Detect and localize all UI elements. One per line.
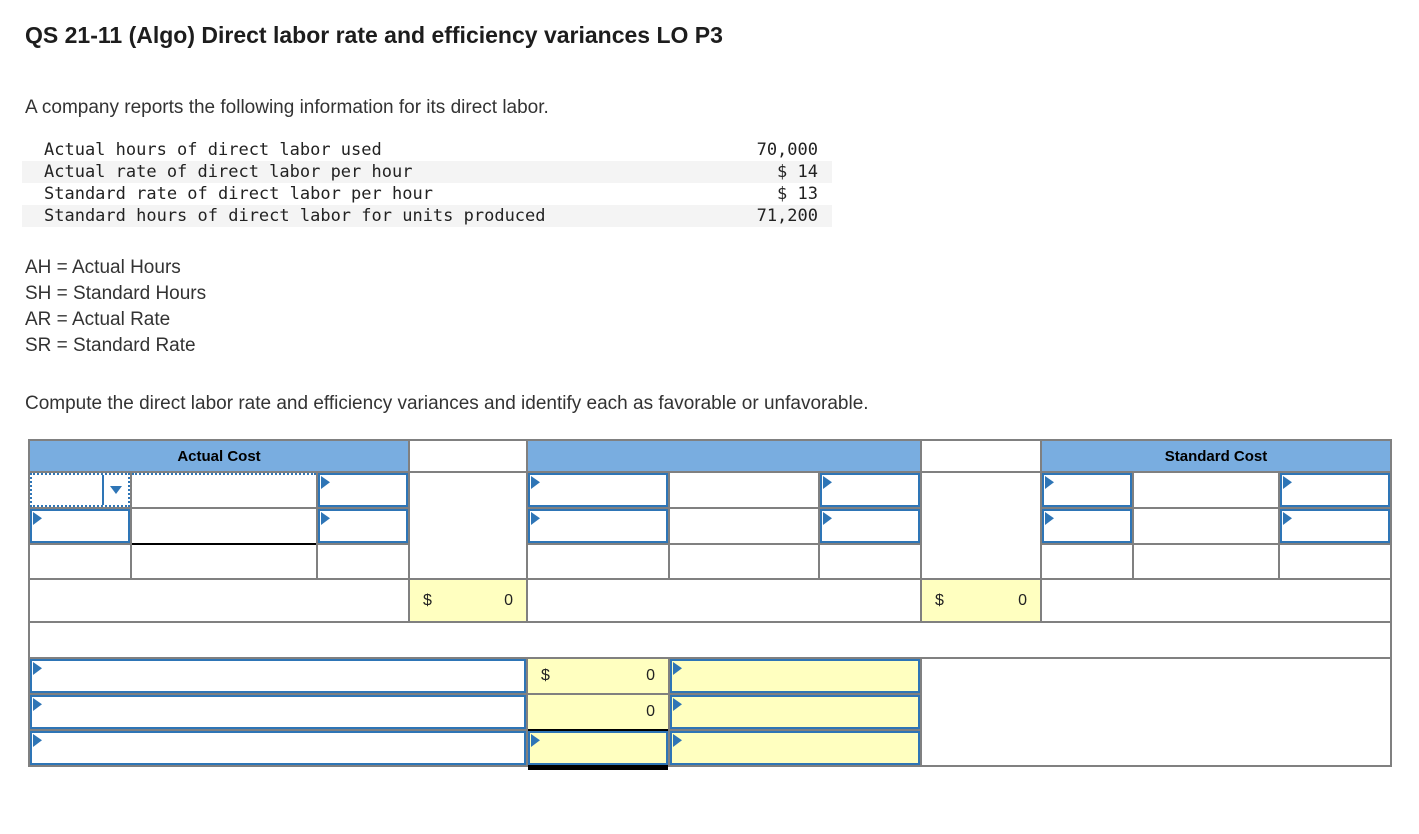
variance-worksheet: Actual Cost Standard Cost $ 0 $ 0 bbox=[28, 439, 1392, 767]
input-cell[interactable] bbox=[1280, 473, 1390, 507]
variance-direction-input-1[interactable] bbox=[670, 659, 920, 693]
input-marker-icon bbox=[1283, 476, 1292, 489]
variance-label-input-2[interactable] bbox=[30, 695, 526, 729]
total-variance-amount-input[interactable] bbox=[528, 731, 668, 765]
empty-cell bbox=[1042, 545, 1132, 578]
abbreviation-line: SH = Standard Hours bbox=[25, 283, 207, 304]
input-marker-icon bbox=[33, 698, 42, 711]
empty-cell bbox=[1280, 545, 1390, 578]
empty-cell bbox=[132, 545, 316, 578]
empty-cell bbox=[528, 580, 920, 621]
input-marker-icon bbox=[823, 476, 832, 489]
page-title: QS 21-11 (Algo) Direct labor rate and ef… bbox=[25, 22, 723, 48]
gap-cell bbox=[922, 441, 1040, 471]
row-label: Actual rate of direct labor per hour bbox=[44, 162, 413, 182]
currency-symbol: $ bbox=[935, 591, 944, 609]
gap-cell bbox=[410, 441, 526, 471]
input-marker-icon bbox=[1283, 512, 1292, 525]
formula-cell bbox=[132, 509, 316, 543]
currency-symbol: $ bbox=[541, 667, 550, 684]
formula-cell bbox=[1134, 509, 1278, 543]
input-cell[interactable] bbox=[820, 509, 920, 543]
input-marker-icon bbox=[673, 734, 682, 747]
input-cell[interactable] bbox=[528, 509, 668, 543]
instruction-text: Compute the direct labor rate and effici… bbox=[25, 393, 869, 414]
row-label: Standard hours of direct labor for units… bbox=[44, 206, 546, 226]
variance-amount-1: $ 0 bbox=[528, 659, 668, 693]
empty-cell bbox=[30, 545, 130, 578]
table-row: Standard hours of direct labor for units… bbox=[22, 205, 832, 227]
abbreviation-list: AH = Actual Hours SH = Standard Hours AR… bbox=[25, 255, 1419, 359]
input-marker-icon bbox=[33, 662, 42, 675]
abbreviation-line: AH = Actual Hours bbox=[25, 257, 181, 278]
input-marker-icon bbox=[321, 476, 330, 489]
input-marker-icon bbox=[531, 512, 540, 525]
input-marker-icon bbox=[1045, 476, 1054, 489]
dropdown-button[interactable] bbox=[102, 475, 128, 505]
input-cell[interactable] bbox=[1280, 509, 1390, 543]
empty-cell bbox=[318, 545, 408, 578]
empty-cell bbox=[30, 580, 408, 621]
formula-cell bbox=[670, 509, 818, 543]
input-cell[interactable] bbox=[820, 473, 920, 507]
input-cell[interactable] bbox=[318, 509, 408, 543]
input-marker-icon bbox=[33, 734, 42, 747]
empty-cell bbox=[1042, 580, 1390, 621]
row-value: 70,000 bbox=[756, 140, 818, 160]
input-marker-icon bbox=[531, 476, 540, 489]
input-marker-icon bbox=[321, 512, 330, 525]
input-marker-icon bbox=[1045, 512, 1054, 525]
variance-direction-input-3[interactable] bbox=[670, 731, 920, 765]
intro-text: A company reports the following informat… bbox=[25, 97, 549, 118]
actual-cost-header: Actual Cost bbox=[30, 441, 408, 471]
row-value: $ 14 bbox=[777, 162, 818, 182]
empty-cell bbox=[670, 545, 818, 578]
input-cell[interactable] bbox=[318, 473, 408, 507]
total-value: 0 bbox=[504, 591, 513, 609]
row-value: $ 13 bbox=[777, 184, 818, 204]
gap-cell bbox=[410, 473, 526, 578]
input-marker-icon bbox=[673, 698, 682, 711]
empty-cell bbox=[1134, 545, 1278, 578]
caret-down-icon bbox=[110, 486, 122, 494]
row-value: 71,200 bbox=[756, 206, 818, 226]
input-cell[interactable] bbox=[1042, 473, 1132, 507]
input-cell[interactable] bbox=[30, 509, 130, 543]
input-marker-icon bbox=[33, 512, 42, 525]
variance-amount-2: 0 bbox=[528, 695, 668, 729]
actual-total-cell: $ 0 bbox=[410, 580, 526, 621]
empty-cell bbox=[922, 659, 1390, 765]
total-value: 0 bbox=[1018, 591, 1027, 609]
variance-label-input-3[interactable] bbox=[30, 731, 526, 765]
amount-value: 0 bbox=[646, 667, 655, 684]
empty-cell bbox=[820, 545, 920, 578]
abbreviation-line: AR = Actual Rate bbox=[25, 309, 171, 330]
formula-cell bbox=[132, 473, 316, 507]
table-row: Actual rate of direct labor per hour $ 1… bbox=[22, 161, 832, 183]
middle-header bbox=[528, 441, 920, 471]
table-row: Actual hours of direct labor used 70,000 bbox=[22, 139, 832, 161]
currency-symbol: $ bbox=[423, 591, 432, 609]
formula-cell bbox=[670, 473, 818, 507]
variance-label-input-1[interactable] bbox=[30, 659, 526, 693]
standard-total-cell: $ 0 bbox=[922, 580, 1040, 621]
input-marker-icon bbox=[673, 662, 682, 675]
gap-cell bbox=[922, 473, 1040, 578]
input-cell[interactable] bbox=[528, 473, 668, 507]
row-label: Standard rate of direct labor per hour bbox=[44, 184, 433, 204]
empty-cell bbox=[528, 545, 668, 578]
label-dropdown[interactable] bbox=[30, 473, 130, 507]
standard-cost-header: Standard Cost bbox=[1042, 441, 1390, 471]
abbreviation-line: SR = Standard Rate bbox=[25, 335, 196, 356]
spacer-row bbox=[30, 623, 1390, 657]
input-cell[interactable] bbox=[1042, 509, 1132, 543]
variance-direction-input-2[interactable] bbox=[670, 695, 920, 729]
row-label: Actual hours of direct labor used bbox=[44, 140, 382, 160]
input-marker-icon bbox=[823, 512, 832, 525]
labor-info-table: Actual hours of direct labor used 70,000… bbox=[22, 139, 832, 227]
input-marker-icon bbox=[531, 734, 540, 747]
amount-value: 0 bbox=[646, 703, 655, 720]
formula-cell bbox=[1134, 473, 1278, 507]
table-row: Standard rate of direct labor per hour $… bbox=[22, 183, 832, 205]
